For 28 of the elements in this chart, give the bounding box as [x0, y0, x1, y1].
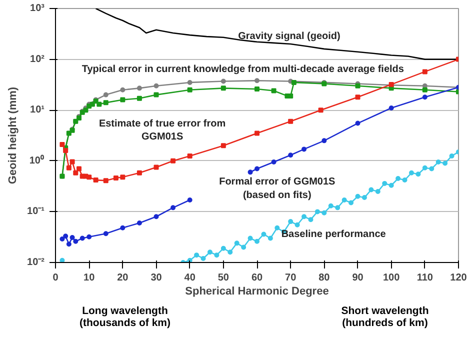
x-tick-label: 10 — [84, 272, 96, 284]
annotation: Estimate of true error from GGM01S — [98, 118, 226, 143]
annotation: Baseline performance — [281, 229, 386, 240]
text: Long wavelength (thousands of km) — [80, 305, 170, 329]
x-tick-label: 30 — [150, 272, 162, 284]
x-axis-title: Spherical Harmonic Degree — [185, 286, 329, 298]
x-tick-label: 50 — [218, 272, 230, 284]
y-tick-label: 10¹ — [30, 104, 46, 116]
annotation: Gravity signal (geoid) — [238, 30, 340, 42]
y-tick-label: 10² — [30, 54, 46, 65]
y-tick-label: 10³ — [30, 3, 46, 14]
y-tick-label: 10⁰ — [29, 154, 44, 166]
x-tick-label: 0 — [52, 272, 59, 284]
annotation: Typical error in current knowledge from multi-decade average fields — [82, 64, 404, 75]
y-tick-label: 10⁻² — [27, 257, 46, 268]
x-tick-label: 120 — [450, 272, 468, 284]
x-tick-label: 110 — [416, 272, 434, 284]
x-tick-label: 90 — [352, 272, 364, 284]
x-tick-label: 60 — [251, 272, 263, 284]
x-tick-label: 20 — [117, 272, 129, 284]
x-tick-label: 100 — [382, 272, 400, 284]
y-axis-title: Geoid height (mm) — [7, 86, 20, 184]
text: Short wavelength (hundreds of km) — [341, 305, 429, 329]
x-tick-label: 70 — [285, 272, 297, 284]
x-tick-label: 40 — [184, 272, 196, 284]
x-tick-label: 80 — [318, 272, 330, 284]
annotation: Formal error of GGM01S (based on fits) — [219, 176, 336, 201]
y-tick-label: 10⁻¹ — [27, 206, 46, 218]
